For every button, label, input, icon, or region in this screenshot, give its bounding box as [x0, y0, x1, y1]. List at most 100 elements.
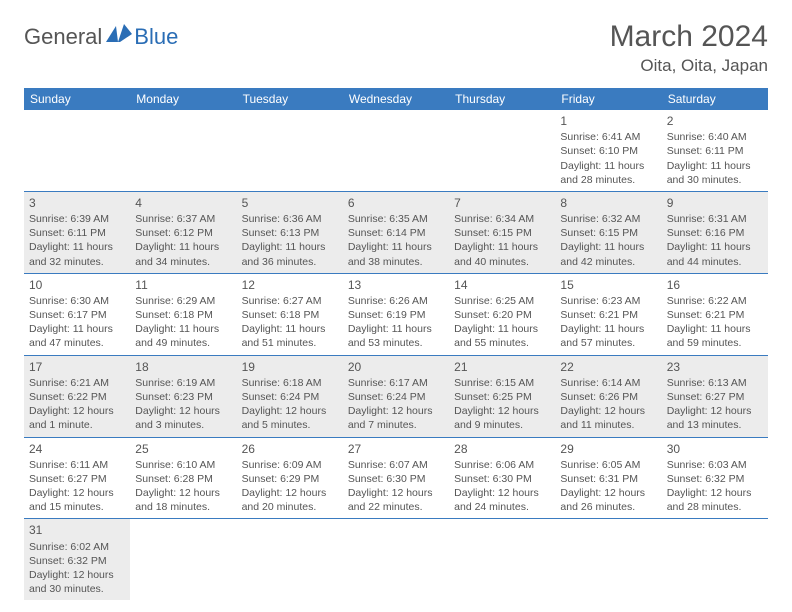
sunrise-text: Sunrise: 6:19 AM [135, 376, 231, 390]
daylight-text: Daylight: 11 hours and 51 minutes. [242, 322, 338, 350]
day-number: 8 [560, 195, 656, 211]
daylight-text: Daylight: 11 hours and 28 minutes. [560, 159, 656, 187]
sunset-text: Sunset: 6:27 PM [29, 472, 125, 486]
sunrise-text: Sunrise: 6:03 AM [667, 458, 763, 472]
calendar-cell: 19Sunrise: 6:18 AMSunset: 6:24 PMDayligh… [237, 356, 343, 437]
calendar-cell-empty [555, 519, 661, 600]
calendar-cell: 23Sunrise: 6:13 AMSunset: 6:27 PMDayligh… [662, 356, 768, 437]
sunrise-text: Sunrise: 6:21 AM [29, 376, 125, 390]
sunset-text: Sunset: 6:24 PM [242, 390, 338, 404]
day-number: 24 [29, 441, 125, 457]
day-number: 26 [242, 441, 338, 457]
sunset-text: Sunset: 6:13 PM [242, 226, 338, 240]
sunset-text: Sunset: 6:22 PM [29, 390, 125, 404]
day-number: 19 [242, 359, 338, 375]
daylight-text: Daylight: 12 hours and 26 minutes. [560, 486, 656, 514]
day-number: 23 [667, 359, 763, 375]
sunrise-text: Sunrise: 6:41 AM [560, 130, 656, 144]
sunset-text: Sunset: 6:26 PM [560, 390, 656, 404]
day-number: 18 [135, 359, 231, 375]
weekday-header: Monday [130, 88, 236, 110]
calendar-cell: 3Sunrise: 6:39 AMSunset: 6:11 PMDaylight… [24, 192, 130, 273]
sunset-text: Sunset: 6:31 PM [560, 472, 656, 486]
daylight-text: Daylight: 12 hours and 20 minutes. [242, 486, 338, 514]
sunrise-text: Sunrise: 6:39 AM [29, 212, 125, 226]
calendar-cell-empty [130, 110, 236, 191]
daylight-text: Daylight: 12 hours and 9 minutes. [454, 404, 550, 432]
day-number: 22 [560, 359, 656, 375]
daylight-text: Daylight: 11 hours and 38 minutes. [348, 240, 444, 268]
day-number: 13 [348, 277, 444, 293]
calendar-cell: 4Sunrise: 6:37 AMSunset: 6:12 PMDaylight… [130, 192, 236, 273]
calendar-week: 1Sunrise: 6:41 AMSunset: 6:10 PMDaylight… [24, 110, 768, 192]
calendar-body: 1Sunrise: 6:41 AMSunset: 6:10 PMDaylight… [24, 110, 768, 600]
day-number: 16 [667, 277, 763, 293]
sunset-text: Sunset: 6:17 PM [29, 308, 125, 322]
sunset-text: Sunset: 6:28 PM [135, 472, 231, 486]
sunset-text: Sunset: 6:20 PM [454, 308, 550, 322]
sunrise-text: Sunrise: 6:25 AM [454, 294, 550, 308]
daylight-text: Daylight: 11 hours and 55 minutes. [454, 322, 550, 350]
calendar-cell: 16Sunrise: 6:22 AMSunset: 6:21 PMDayligh… [662, 274, 768, 355]
sunset-text: Sunset: 6:24 PM [348, 390, 444, 404]
calendar-cell: 15Sunrise: 6:23 AMSunset: 6:21 PMDayligh… [555, 274, 661, 355]
sunrise-text: Sunrise: 6:22 AM [667, 294, 763, 308]
sunrise-text: Sunrise: 6:13 AM [667, 376, 763, 390]
calendar-week: 31Sunrise: 6:02 AMSunset: 6:32 PMDayligh… [24, 519, 768, 600]
month-title: March 2024 [610, 20, 768, 54]
calendar-week: 17Sunrise: 6:21 AMSunset: 6:22 PM Dayligh… [24, 356, 768, 438]
day-number: 7 [454, 195, 550, 211]
calendar-cell: 12Sunrise: 6:27 AMSunset: 6:18 PMDayligh… [237, 274, 343, 355]
sunrise-text: Sunrise: 6:31 AM [667, 212, 763, 226]
day-number: 17 [29, 359, 125, 375]
sunset-text: Sunset: 6:32 PM [29, 554, 125, 568]
daylight-text: Daylight: 12 hours and 5 minutes. [242, 404, 338, 432]
sunset-text: Sunset: 6:27 PM [667, 390, 763, 404]
day-number: 12 [242, 277, 338, 293]
page-header: General Blue March 2024 Oita, Oita, Japa… [24, 20, 768, 76]
sunset-text: Sunset: 6:30 PM [348, 472, 444, 486]
calendar-cell: 25Sunrise: 6:10 AMSunset: 6:28 PMDayligh… [130, 438, 236, 519]
daylight-text: Daylight: 12 hours and 28 minutes. [667, 486, 763, 514]
calendar-cell: 30Sunrise: 6:03 AMSunset: 6:32 PMDayligh… [662, 438, 768, 519]
calendar-cell: 20Sunrise: 6:17 AMSunset: 6:24 PMDayligh… [343, 356, 449, 437]
calendar-cell: 24Sunrise: 6:11 AMSunset: 6:27 PMDayligh… [24, 438, 130, 519]
sunrise-text: Sunrise: 6:30 AM [29, 294, 125, 308]
sunrise-text: Sunrise: 6:37 AM [135, 212, 231, 226]
daylight-text: Daylight: 12 hours and 18 minutes. [135, 486, 231, 514]
calendar-week: 3Sunrise: 6:39 AMSunset: 6:11 PMDaylight… [24, 192, 768, 274]
daylight-text: Daylight: 11 hours and 32 minutes. [29, 240, 125, 268]
sunrise-text: Sunrise: 6:18 AM [242, 376, 338, 390]
sunrise-text: Sunrise: 6:17 AM [348, 376, 444, 390]
sunrise-text: Sunrise: 6:11 AM [29, 458, 125, 472]
daylight-text: Daylight: 12 hours and 13 minutes. [667, 404, 763, 432]
daylight-text: Daylight: 11 hours and 44 minutes. [667, 240, 763, 268]
day-number: 30 [667, 441, 763, 457]
calendar-cell: 6Sunrise: 6:35 AMSunset: 6:14 PMDaylight… [343, 192, 449, 273]
calendar-cell: 31Sunrise: 6:02 AMSunset: 6:32 PMDayligh… [24, 519, 130, 600]
sunrise-text: Sunrise: 6:36 AM [242, 212, 338, 226]
day-number: 3 [29, 195, 125, 211]
sunset-text: Sunset: 6:19 PM [348, 308, 444, 322]
calendar-cell-empty [237, 110, 343, 191]
sunset-text: Sunset: 6:15 PM [560, 226, 656, 240]
sunset-text: Sunset: 6:16 PM [667, 226, 763, 240]
calendar-cell-empty [449, 519, 555, 600]
calendar-cell: 14Sunrise: 6:25 AMSunset: 6:20 PMDayligh… [449, 274, 555, 355]
calendar-cell: 21Sunrise: 6:15 AMSunset: 6:25 PMDayligh… [449, 356, 555, 437]
weekday-header: Thursday [449, 88, 555, 110]
calendar-cell: 26Sunrise: 6:09 AMSunset: 6:29 PMDayligh… [237, 438, 343, 519]
day-number: 6 [348, 195, 444, 211]
daylight-text: Daylight: 11 hours and 42 minutes. [560, 240, 656, 268]
sunrise-text: Sunrise: 6:26 AM [348, 294, 444, 308]
weekday-header-row: SundayMondayTuesdayWednesdayThursdayFrid… [24, 88, 768, 110]
weekday-header: Tuesday [237, 88, 343, 110]
sunrise-text: Sunrise: 6:40 AM [667, 130, 763, 144]
calendar-cell: 10Sunrise: 6:30 AMSunset: 6:17 PMDayligh… [24, 274, 130, 355]
calendar-cell: 1Sunrise: 6:41 AMSunset: 6:10 PMDaylight… [555, 110, 661, 191]
calendar-cell-empty [449, 110, 555, 191]
daylight-text: Daylight: 12 hours and 22 minutes. [348, 486, 444, 514]
daylight-text: Daylight: 11 hours and 47 minutes. [29, 322, 125, 350]
sunset-text: Sunset: 6:14 PM [348, 226, 444, 240]
day-number: 5 [242, 195, 338, 211]
